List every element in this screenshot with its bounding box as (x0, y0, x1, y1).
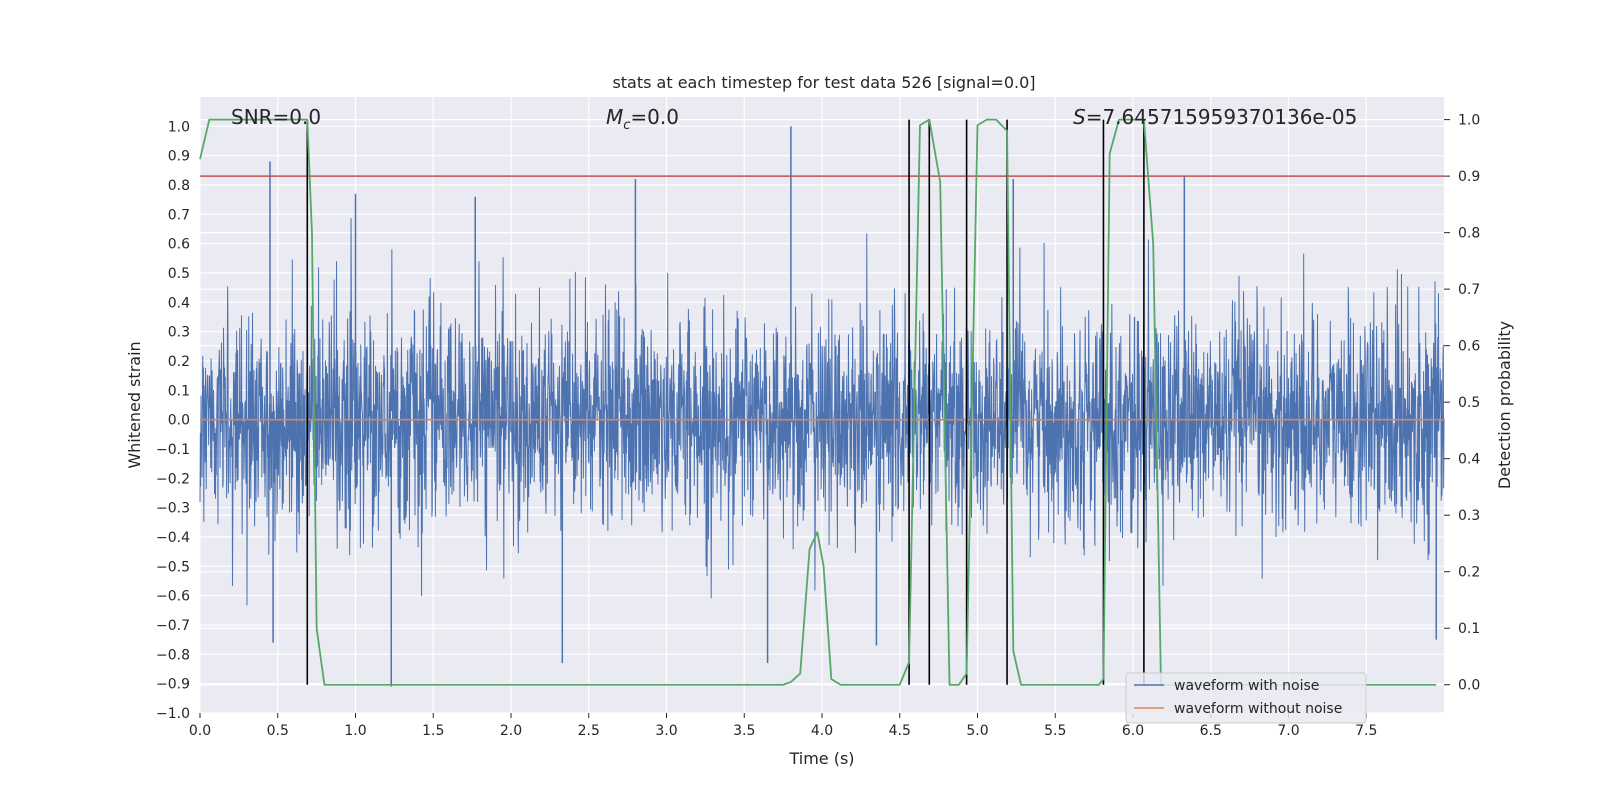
y-right-axis-label: Detection probability (1495, 321, 1514, 489)
x-tick-label: 1.5 (422, 723, 444, 739)
y-left-axis-label: Whitened strain (125, 341, 144, 468)
y-right-tick-label: 0.6 (1458, 339, 1480, 355)
y-left-tick-label: 0.1 (168, 383, 190, 399)
x-tick-label: 0.0 (189, 723, 211, 739)
x-tick-label: 5.0 (966, 723, 988, 739)
y-right-tick-label: 0.3 (1458, 508, 1480, 524)
y-left-tick-label: 0.6 (168, 237, 190, 253)
legend: waveform with noise waveform without noi… (1125, 672, 1367, 724)
y-right-tick-label: 0.4 (1458, 452, 1480, 468)
mc-symbol: M (606, 105, 623, 129)
y-left-tick-label: −0.8 (156, 647, 190, 663)
y-right-tick-label: 0.9 (1458, 169, 1480, 185)
y-right-tick-label: 0.2 (1458, 565, 1480, 581)
series-waveform-with-noise (199, 126, 1445, 687)
detection-markers (306, 119, 1145, 685)
y-left-tick-label: 0.9 (168, 149, 190, 165)
y-right-tick-label: 0.8 (1458, 226, 1480, 242)
y-left-tick-label: 0.3 (168, 325, 190, 341)
y-left-tick-label: −0.5 (156, 559, 190, 575)
s-symbol: S (1073, 105, 1086, 129)
y-right-tick-label: 0.7 (1458, 282, 1480, 298)
y-left-tick-label: 0.4 (168, 295, 190, 311)
series-detection-probability (199, 118, 1437, 686)
mc-value: =0.0 (630, 105, 679, 129)
x-tick-label: 4.5 (889, 723, 911, 739)
chart-title: stats at each timestep for test data 526… (612, 73, 1035, 92)
y-left-tick-label: 0.7 (168, 207, 190, 223)
x-tick-label: 0.5 (267, 723, 289, 739)
y-right-axis-ticks: 0.0 0.1 0.2 0.3 0.4 0.5 0.6 0.7 0.8 0.9 1.0 (1444, 113, 1480, 694)
y-left-tick-label: −0.2 (156, 471, 190, 487)
mc-subscript: c (623, 118, 630, 133)
y-left-tick-label: 0.0 (168, 413, 190, 429)
x-tick-label: 7.5 (1355, 723, 1377, 739)
y-left-tick-label: −0.4 (156, 530, 190, 546)
y-left-tick-label: 1.0 (168, 119, 190, 135)
x-tick-label: 4.0 (811, 723, 833, 739)
x-axis-label: Time (s) (788, 749, 854, 768)
x-tick-label: 6.5 (1200, 723, 1222, 739)
legend-label-noise: waveform with noise (1174, 678, 1319, 694)
y-left-tick-label: −0.6 (156, 589, 190, 605)
y-right-tick-label: 0.1 (1458, 621, 1480, 637)
y-left-tick-label: 0.8 (168, 178, 190, 194)
y-left-tick-label: −0.9 (156, 677, 190, 693)
s-value: =7.645715959370136e-05 (1086, 105, 1358, 129)
y-left-tick-label: −0.3 (156, 501, 190, 517)
noise-waveform-line (199, 218, 1445, 606)
y-right-tick-label: 0.0 (1458, 678, 1480, 694)
x-tick-label: 3.0 (655, 723, 677, 739)
x-tick-label: 3.5 (733, 723, 755, 739)
legend-box (1125, 672, 1367, 724)
x-tick-label: 5.5 (1044, 723, 1066, 739)
x-axis-ticks: 0.0 0.5 1.0 1.5 2.0 2.5 3.0 3.5 4.0 4.5 5.0 5.5 6.0 6… (189, 713, 1377, 739)
y-right-tick-label: 1.0 (1458, 113, 1480, 129)
y-left-tick-label: 0.2 (168, 354, 190, 370)
snr-annotation: SNR=0.0 (231, 105, 321, 129)
plot-area (199, 97, 1445, 714)
y-left-axis-ticks: −1.0 −0.9 −0.8 −0.7 −0.6 −0.5 −0.4 −0.3 −0.2 −0.1… (156, 119, 190, 722)
s-annotation: S=7.645715959370136e-05 (1073, 105, 1357, 129)
y-left-tick-label: 0.5 (168, 266, 190, 282)
x-tick-label: 2.0 (500, 723, 522, 739)
y-left-tick-label: −0.7 (156, 618, 190, 634)
x-tick-label: 2.5 (578, 723, 600, 739)
detection-probability-line (199, 118, 1437, 686)
mc-annotation: Mc=0.0 (606, 105, 679, 133)
y-right-tick-label: 0.5 (1458, 395, 1480, 411)
legend-label-clean: waveform without noise (1174, 701, 1342, 717)
x-tick-label: 1.0 (344, 723, 366, 739)
y-left-tick-label: −1.0 (156, 706, 190, 722)
x-tick-label: 6.0 (1122, 723, 1144, 739)
y-left-tick-label: −0.1 (156, 442, 190, 458)
x-tick-label: 7.0 (1277, 723, 1299, 739)
